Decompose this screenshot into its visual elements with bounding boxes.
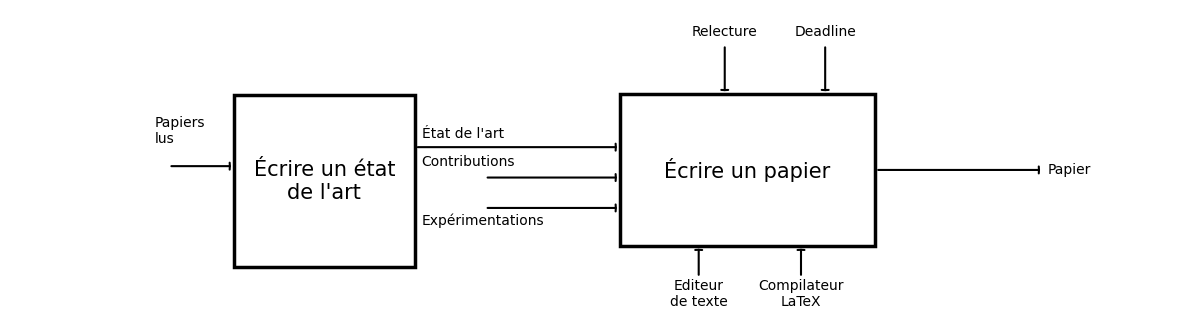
Text: Relecture: Relecture bbox=[692, 25, 757, 39]
Text: Écrire un papier: Écrire un papier bbox=[665, 158, 830, 182]
Text: Écrire un état
de l'art: Écrire un état de l'art bbox=[253, 160, 395, 203]
Text: Editeur
de texte: Editeur de texte bbox=[670, 279, 727, 309]
Text: Deadline: Deadline bbox=[794, 25, 856, 39]
FancyBboxPatch shape bbox=[234, 95, 415, 267]
FancyBboxPatch shape bbox=[619, 94, 876, 246]
Text: État de l'art: État de l'art bbox=[421, 127, 504, 141]
Text: Papier: Papier bbox=[1048, 163, 1091, 177]
Text: Contributions: Contributions bbox=[421, 155, 515, 169]
Text: Expérimentations: Expérimentations bbox=[421, 213, 544, 228]
Text: Papiers
lus: Papiers lus bbox=[155, 116, 205, 146]
Text: Compilateur
LaTeX: Compilateur LaTeX bbox=[758, 279, 844, 309]
